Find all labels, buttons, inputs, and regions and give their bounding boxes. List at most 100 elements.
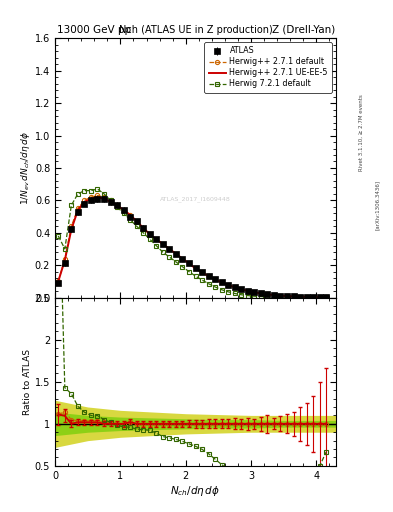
Herwig++ 2.7.1 UE-EE-5 xyxy=(180,255,185,262)
Herwig++ 2.7.1 default xyxy=(115,202,119,208)
Herwig++ 2.7.1 default xyxy=(128,212,132,218)
Text: [arXiv:1306.3436]: [arXiv:1306.3436] xyxy=(375,180,380,230)
Herwig++ 2.7.1 default xyxy=(311,294,316,300)
Herwig++ 2.7.1 default xyxy=(167,246,172,252)
Herwig++ 2.7.1 UE-EE-5 xyxy=(200,269,204,275)
Herwig++ 2.7.1 UE-EE-5 xyxy=(115,202,119,208)
Herwig++ 2.7.1 UE-EE-5 xyxy=(324,294,329,301)
Herwig++ 2.7.1 default xyxy=(298,293,303,300)
Herwig++ 2.7.1 default xyxy=(304,294,309,300)
Herwig 7.2.1 default xyxy=(167,254,172,260)
Herwig 7.2.1 default xyxy=(82,187,87,194)
Herwig 7.2.1 default xyxy=(141,230,145,236)
Herwig 7.2.1 default xyxy=(95,186,100,192)
Herwig++ 2.7.1 UE-EE-5 xyxy=(75,207,80,213)
Herwig++ 2.7.1 default xyxy=(232,284,237,290)
Herwig++ 2.7.1 UE-EE-5 xyxy=(62,257,67,263)
Herwig++ 2.7.1 UE-EE-5 xyxy=(317,294,322,300)
Herwig++ 2.7.1 UE-EE-5 xyxy=(291,293,296,300)
Herwig++ 2.7.1 UE-EE-5 xyxy=(82,199,87,205)
Text: 13000 GeV pp: 13000 GeV pp xyxy=(57,25,131,35)
Herwig++ 2.7.1 UE-EE-5 xyxy=(154,236,159,242)
Herwig 7.2.1 default xyxy=(239,292,244,298)
Herwig++ 2.7.1 UE-EE-5 xyxy=(239,286,244,292)
Herwig++ 2.7.1 UE-EE-5 xyxy=(311,294,316,300)
Herwig++ 2.7.1 default xyxy=(180,255,185,262)
Herwig++ 2.7.1 UE-EE-5 xyxy=(265,291,270,297)
Herwig 7.2.1 default xyxy=(278,294,283,300)
Herwig++ 2.7.1 UE-EE-5 xyxy=(102,196,107,202)
Herwig++ 2.7.1 default xyxy=(75,205,80,211)
Herwig++ 2.7.1 UE-EE-5 xyxy=(232,284,237,290)
Herwig++ 2.7.1 default xyxy=(226,282,231,288)
Herwig++ 2.7.1 UE-EE-5 xyxy=(95,194,100,200)
Herwig++ 2.7.1 UE-EE-5 xyxy=(187,261,191,267)
Herwig 7.2.1 default xyxy=(311,294,316,301)
Herwig 7.2.1 default xyxy=(75,191,80,197)
Herwig++ 2.7.1 default xyxy=(272,292,276,298)
Herwig++ 2.7.1 UE-EE-5 xyxy=(278,293,283,299)
Herwig++ 2.7.1 UE-EE-5 xyxy=(88,196,93,202)
Herwig++ 2.7.1 default xyxy=(246,288,250,294)
Herwig++ 2.7.1 default xyxy=(317,294,322,300)
Herwig++ 2.7.1 default xyxy=(219,280,224,286)
Herwig 7.2.1 default xyxy=(272,294,276,300)
Herwig 7.2.1 default xyxy=(246,292,250,298)
Text: ATLAS_2017_I1609448: ATLAS_2017_I1609448 xyxy=(160,196,231,202)
Herwig++ 2.7.1 UE-EE-5 xyxy=(147,231,152,238)
Herwig 7.2.1 default xyxy=(200,277,204,283)
Herwig 7.2.1 default xyxy=(134,223,139,229)
Herwig 7.2.1 default xyxy=(160,249,165,255)
Herwig 7.2.1 default xyxy=(304,294,309,301)
Herwig++ 2.7.1 default xyxy=(108,197,113,203)
Herwig++ 2.7.1 default xyxy=(82,197,87,203)
Herwig 7.2.1 default xyxy=(56,233,61,239)
X-axis label: $N_{ch}/d\eta\,d\phi$: $N_{ch}/d\eta\,d\phi$ xyxy=(171,483,220,498)
Herwig++ 2.7.1 UE-EE-5 xyxy=(272,292,276,298)
Herwig 7.2.1 default xyxy=(285,294,289,301)
Herwig++ 2.7.1 default xyxy=(278,293,283,299)
Herwig++ 2.7.1 UE-EE-5 xyxy=(193,265,198,271)
Herwig++ 2.7.1 UE-EE-5 xyxy=(128,212,132,218)
Herwig++ 2.7.1 default xyxy=(121,207,126,213)
Herwig++ 2.7.1 UE-EE-5 xyxy=(285,293,289,299)
Herwig++ 2.7.1 default xyxy=(147,231,152,238)
Herwig++ 2.7.1 default xyxy=(285,293,289,299)
Herwig++ 2.7.1 UE-EE-5 xyxy=(226,282,231,288)
Herwig++ 2.7.1 UE-EE-5 xyxy=(141,225,145,231)
Herwig 7.2.1 default xyxy=(232,290,237,296)
Herwig 7.2.1 default xyxy=(180,264,185,270)
Herwig++ 2.7.1 default xyxy=(102,194,107,200)
Herwig++ 2.7.1 UE-EE-5 xyxy=(160,241,165,247)
Title: Nch (ATLAS UE in Z production): Nch (ATLAS UE in Z production) xyxy=(119,25,272,35)
Herwig++ 2.7.1 UE-EE-5 xyxy=(174,251,178,257)
Herwig 7.2.1 default xyxy=(291,294,296,301)
Herwig++ 2.7.1 default xyxy=(291,293,296,300)
Herwig 7.2.1 default xyxy=(317,294,322,301)
Herwig 7.2.1 default xyxy=(219,287,224,293)
Herwig++ 2.7.1 default xyxy=(187,261,191,267)
Herwig 7.2.1 default xyxy=(187,268,191,274)
Herwig 7.2.1 default xyxy=(213,284,217,290)
Herwig++ 2.7.1 default xyxy=(206,273,211,279)
Herwig++ 2.7.1 UE-EE-5 xyxy=(121,207,126,213)
Herwig++ 2.7.1 default xyxy=(193,265,198,271)
Herwig++ 2.7.1 UE-EE-5 xyxy=(108,199,113,205)
Herwig 7.2.1 default xyxy=(252,293,257,300)
Herwig++ 2.7.1 default xyxy=(141,225,145,231)
Herwig++ 2.7.1 UE-EE-5 xyxy=(252,289,257,295)
Herwig 7.2.1 default xyxy=(128,217,132,223)
Herwig 7.2.1 default xyxy=(259,293,263,300)
Text: Z (Drell-Yan): Z (Drell-Yan) xyxy=(272,25,335,35)
Herwig 7.2.1 default xyxy=(62,246,67,252)
Line: Herwig++ 2.7.1 default: Herwig++ 2.7.1 default xyxy=(56,194,328,300)
Herwig++ 2.7.1 default xyxy=(88,194,93,200)
Legend: ATLAS, Herwig++ 2.7.1 default, Herwig++ 2.7.1 UE-EE-5, Herwig 7.2.1 default: ATLAS, Herwig++ 2.7.1 default, Herwig++ … xyxy=(204,42,332,93)
Herwig++ 2.7.1 default xyxy=(160,241,165,247)
Herwig++ 2.7.1 UE-EE-5 xyxy=(134,218,139,224)
Herwig 7.2.1 default xyxy=(206,281,211,287)
Herwig++ 2.7.1 default xyxy=(200,269,204,275)
Herwig 7.2.1 default xyxy=(147,236,152,242)
Herwig++ 2.7.1 UE-EE-5 xyxy=(298,293,303,300)
Herwig 7.2.1 default xyxy=(324,294,329,301)
